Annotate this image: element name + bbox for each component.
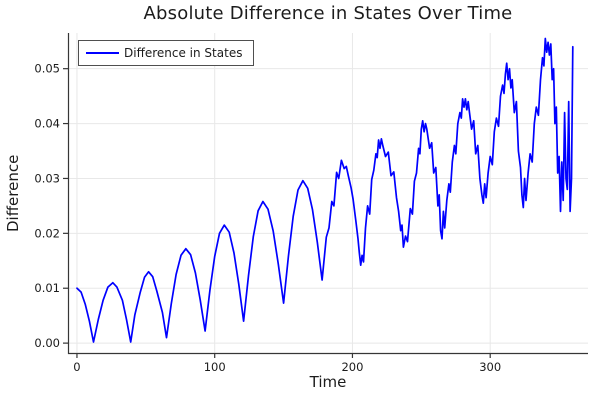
legend-line-sample [86, 52, 119, 54]
x-tick-label: 0 [73, 360, 80, 374]
y-tick-label: 0.05 [34, 62, 60, 76]
x-tick-label: 100 [204, 360, 226, 374]
y-tick-label: 0.01 [34, 281, 60, 295]
x-axis-label: Time [309, 373, 347, 391]
legend-box: Difference in States [78, 40, 255, 66]
y-tick-label: 0.02 [34, 226, 60, 240]
legend-entry-label: Difference in States [124, 46, 243, 60]
y-axis-label: Difference [4, 154, 22, 232]
x-tick-label: 200 [341, 360, 363, 374]
difference-line-series [76, 37, 574, 343]
y-tick-label: 0.04 [34, 117, 60, 131]
chart-title: Absolute Difference in States Over Time [143, 3, 513, 24]
y-tick-label: 0.03 [34, 171, 60, 185]
y-tick-label: 0.00 [34, 336, 60, 350]
x-tick-label: 300 [479, 360, 501, 374]
